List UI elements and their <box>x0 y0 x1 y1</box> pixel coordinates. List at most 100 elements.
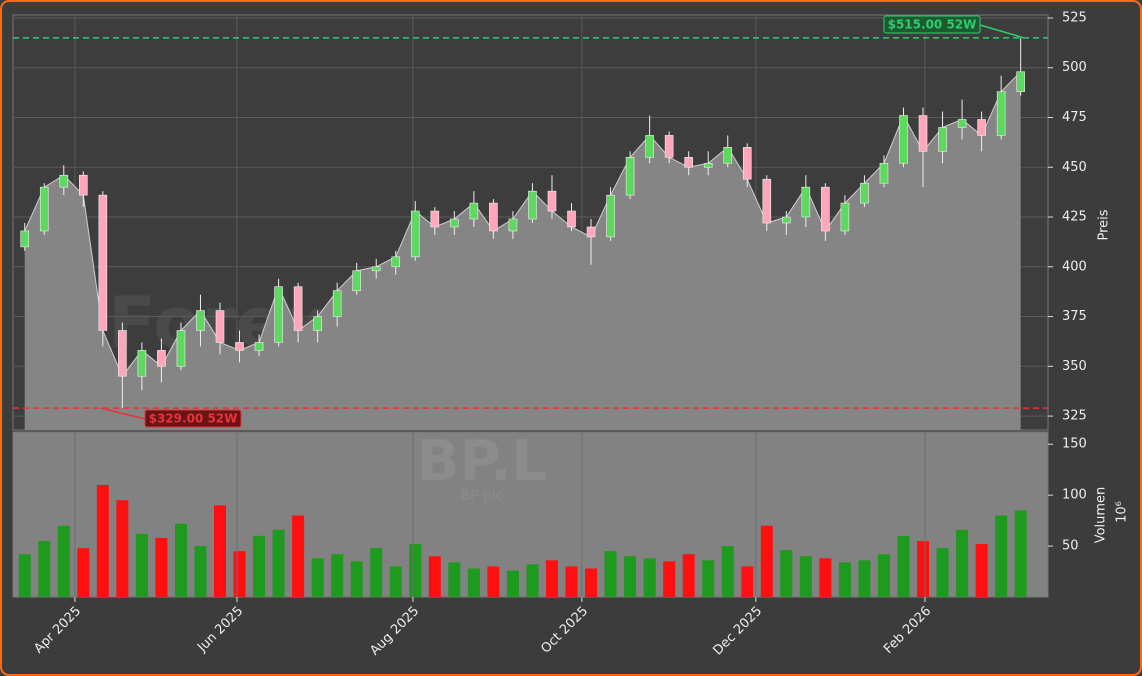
y-tick-label: 50 <box>1062 539 1079 554</box>
candle-body <box>157 350 166 367</box>
volume-bar <box>57 525 70 597</box>
candle-body <box>879 162 889 184</box>
price-area <box>24 71 1021 430</box>
candle-body <box>528 190 537 220</box>
y-tick-label: 325 <box>1062 409 1087 424</box>
candle-body <box>196 310 205 331</box>
volume-bar <box>506 570 519 597</box>
volume-bar <box>350 561 363 597</box>
annotation-box <box>883 15 981 34</box>
candle-body <box>489 202 498 232</box>
volume-bar <box>214 505 226 597</box>
watermark-sub: BP plc <box>461 488 504 504</box>
candle-body <box>79 174 88 196</box>
candle-body <box>762 178 772 224</box>
candle-body <box>293 286 303 331</box>
volume-bar <box>409 544 422 597</box>
annotation-box <box>144 409 242 428</box>
candle-body <box>567 210 576 228</box>
candle-body <box>996 91 1006 136</box>
volume-bar <box>38 540 51 597</box>
volume-bar <box>956 529 969 597</box>
volume-bar <box>1014 510 1027 597</box>
candle-body <box>508 218 518 232</box>
y-tick-label: 350 <box>1062 359 1087 374</box>
candle-body <box>137 350 147 377</box>
candle-body <box>899 115 908 164</box>
candle-body <box>625 157 635 196</box>
plot-layer: $515.00 52W $329.00 52W <box>13 15 1048 597</box>
candle-body <box>918 115 928 152</box>
volume-bar <box>702 560 715 597</box>
candle-body <box>176 330 186 367</box>
y-axis-unit: 10⁶ <box>1115 501 1130 523</box>
candle-body <box>215 310 225 343</box>
candle-body <box>430 210 440 228</box>
candle-body <box>586 226 596 238</box>
volume-bar <box>604 551 617 597</box>
volume-bar <box>467 568 480 597</box>
volume-bar <box>624 556 637 597</box>
y-axis-label: Preis <box>1097 209 1112 240</box>
volume-bar <box>585 568 598 597</box>
candle-body <box>39 186 49 232</box>
volume-bar <box>565 566 578 597</box>
candle-body <box>410 210 420 258</box>
candle-body <box>547 190 557 212</box>
annotation-arrow <box>100 407 146 420</box>
candle-body <box>371 266 381 272</box>
volume-bar <box>780 550 793 597</box>
candle-body <box>723 147 733 164</box>
candle-body <box>684 157 693 168</box>
annotation-label: $329.00 52W <box>149 412 238 426</box>
volume-bar <box>682 554 695 597</box>
candle-body <box>957 119 967 128</box>
watermark: BP.L <box>417 429 547 494</box>
candle-body <box>20 230 30 248</box>
y-axis-label: Volumen <box>1094 487 1109 544</box>
candle-body <box>254 342 264 351</box>
candle-body <box>782 216 791 224</box>
volume-bar <box>877 554 890 597</box>
candle-body <box>332 290 342 317</box>
candle-body <box>235 342 244 351</box>
close-line <box>24 71 1022 378</box>
y-tick-label: 525 <box>1062 10 1087 25</box>
volume-bar <box>487 566 500 597</box>
volume-bar <box>975 544 988 597</box>
volume-bar <box>194 546 207 597</box>
candle-body <box>703 162 713 168</box>
volume-bar <box>233 551 246 597</box>
volume-bar <box>643 558 656 597</box>
volume-bar <box>760 525 773 597</box>
candle-body <box>801 186 811 218</box>
volume-bar <box>995 515 1008 597</box>
candle-body <box>469 202 479 220</box>
candle-body <box>664 135 674 158</box>
candle-body <box>1016 71 1025 92</box>
candle-body <box>59 174 69 188</box>
candle-body <box>645 135 654 158</box>
y-tick-label: 100 <box>1062 488 1087 503</box>
volume-bar <box>389 566 402 597</box>
candle-body <box>840 202 850 232</box>
volume-bar <box>721 546 734 597</box>
volume-bar <box>174 523 187 597</box>
candle-body <box>606 194 615 238</box>
candle-body <box>450 218 459 228</box>
volume-bar <box>741 566 754 597</box>
candle-body <box>352 270 361 291</box>
volume-bar <box>663 561 676 597</box>
volume-bar <box>18 554 31 597</box>
candle-body <box>313 316 322 331</box>
volume-bar <box>311 558 324 597</box>
volume-bar <box>936 548 949 597</box>
volume-bar <box>116 500 129 597</box>
volume-bar <box>370 548 383 597</box>
volume-bar <box>292 515 305 597</box>
candle-body <box>98 194 108 331</box>
volume-bar <box>526 564 539 597</box>
y-tick-label: 475 <box>1062 110 1087 125</box>
candle-body <box>118 330 127 377</box>
volume-bar <box>428 556 441 597</box>
